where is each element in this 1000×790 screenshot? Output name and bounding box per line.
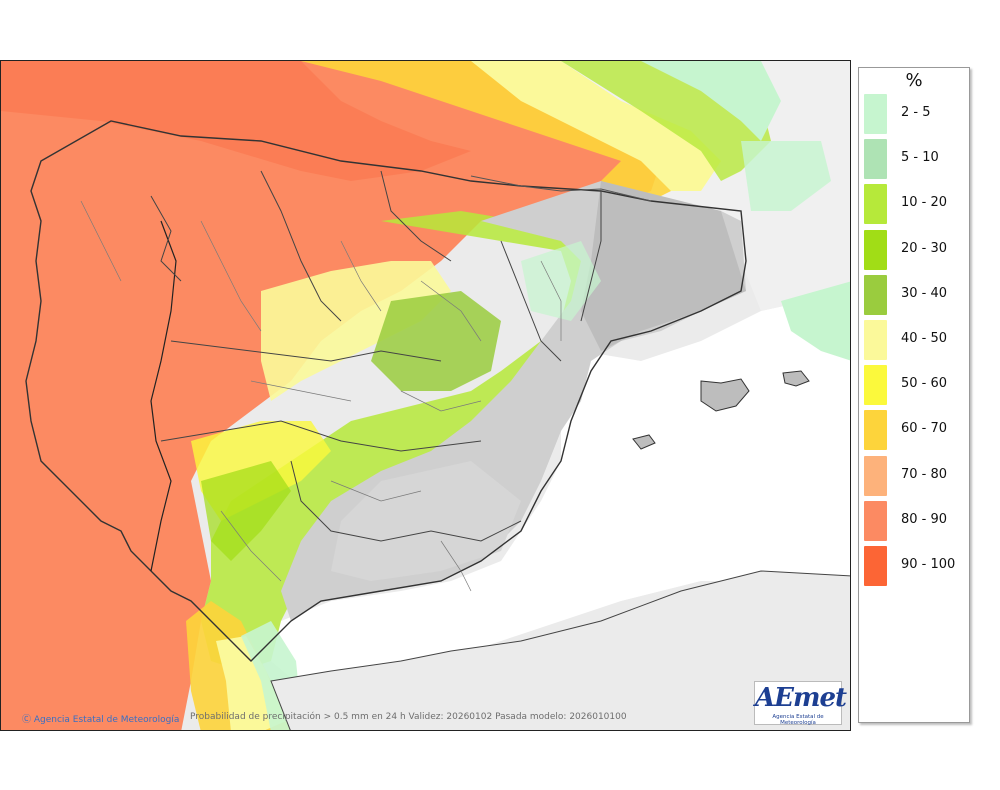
- legend-swatch: [864, 320, 887, 360]
- legend-label: 70 - 80: [901, 466, 948, 482]
- prob-80-90: [1, 61, 661, 730]
- legend-swatch: [864, 546, 887, 586]
- legend-item: 5 - 10: [863, 138, 967, 180]
- legend-unit: %: [905, 70, 923, 91]
- legend-item: 70 - 80: [863, 455, 967, 497]
- legend-item: 90 - 100: [863, 545, 967, 587]
- balearic-green: [781, 281, 850, 361]
- peninsula-outline: [25, 120, 747, 662]
- legend-item: 40 - 50: [863, 319, 967, 361]
- copyright-icon: Ⓒ: [22, 715, 34, 725]
- legend-label: 50 - 60: [901, 376, 948, 392]
- credit-text: Ⓒ Agencia Estatal de Meteorología: [22, 715, 180, 725]
- legend-swatch: [864, 229, 887, 270]
- map-canvas: [1, 61, 850, 730]
- legend-label: 80 - 90: [901, 511, 948, 527]
- legend-label: 30 - 40: [901, 285, 948, 301]
- logo-text: AEmet: [755, 683, 847, 713]
- legend: % 2 - 5 5 - 10 10 - 20 20 - 30 30 - 40 40 - 5…: [858, 67, 970, 723]
- logo-subtitle: Agencia Estatal de Meteorología: [772, 714, 824, 726]
- province-borders: [80, 200, 562, 592]
- legend-label: 5 - 10: [901, 150, 939, 166]
- legend-swatch: [864, 139, 887, 180]
- legend-item: 10 - 20: [863, 183, 967, 225]
- aemet-logo: AEmet Agencia Estatal de Meteorología: [754, 681, 847, 726]
- ibiza: [632, 434, 656, 450]
- legend-label: 90 - 100: [901, 557, 956, 572]
- legend-label: 2 - 5: [901, 105, 931, 120]
- legend-swatch: [864, 274, 887, 315]
- legend-label: 20 - 30: [901, 240, 948, 256]
- legend-swatch: [864, 410, 887, 451]
- legend-label: 40 - 50: [901, 331, 948, 346]
- legend-item: 80 - 90: [863, 500, 967, 542]
- legend-swatch: [864, 455, 887, 496]
- legend-item: 60 - 70: [863, 409, 967, 451]
- legend-item: 2 - 5: [863, 93, 967, 135]
- legend-item: 20 - 30: [863, 229, 967, 271]
- mallorca: [700, 378, 750, 412]
- menorca: [782, 370, 810, 387]
- legend-swatch: [864, 94, 887, 134]
- africa-coast: [270, 570, 850, 730]
- legend-swatch: [864, 365, 887, 406]
- legend-swatch: [864, 500, 887, 541]
- portugal-border: [150, 220, 177, 572]
- legend-item: 30 - 40: [863, 274, 967, 316]
- model-info-text: Probabilidad de precipitación > 0.5 mm e…: [190, 712, 627, 722]
- legend-label: 10 - 20: [901, 195, 948, 211]
- regional-borders: [150, 170, 602, 542]
- legend-swatch: [864, 184, 887, 225]
- legend-label: 60 - 70: [901, 421, 948, 437]
- legend-item: 50 - 60: [863, 364, 967, 406]
- forecast-map: [0, 60, 851, 731]
